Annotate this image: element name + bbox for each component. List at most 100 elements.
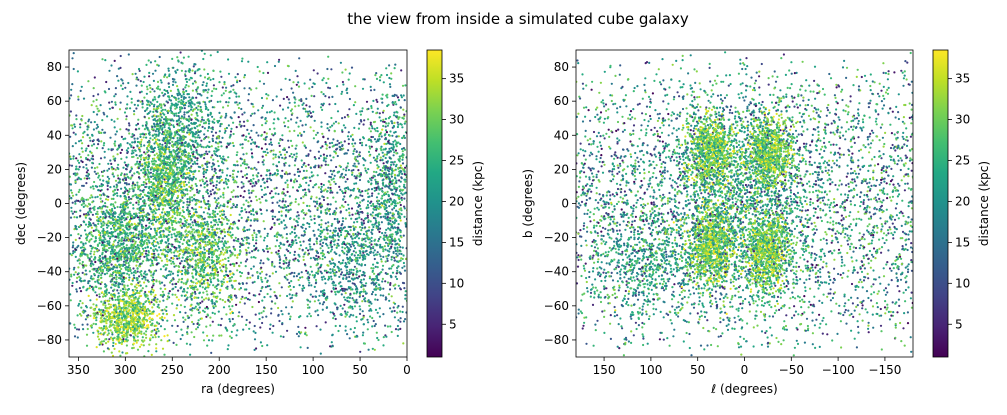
scatter-point xyxy=(347,286,350,289)
scatter-point xyxy=(158,139,161,142)
scatter-point xyxy=(229,198,232,201)
scatter-point xyxy=(302,107,305,110)
scatter-point xyxy=(375,288,378,291)
scatter-point xyxy=(246,241,249,244)
scatter-point xyxy=(141,277,144,280)
scatter-point xyxy=(399,317,402,320)
scatter-point xyxy=(167,292,170,295)
scatter-point xyxy=(243,236,246,239)
scatter-point xyxy=(266,151,269,154)
scatter-point xyxy=(343,195,346,198)
scatter-point xyxy=(257,145,260,149)
scatter-point xyxy=(337,267,340,270)
scatter-point xyxy=(179,93,182,96)
scatter-point xyxy=(309,245,312,248)
scatter-point xyxy=(243,76,246,79)
scatter-point xyxy=(187,115,190,118)
scatter-point xyxy=(265,174,268,177)
scatter-point xyxy=(70,88,73,91)
scatter-point xyxy=(318,294,321,297)
scatter-point xyxy=(289,208,292,211)
scatter-point xyxy=(250,148,253,151)
scatter-point xyxy=(340,271,344,274)
scatter-point xyxy=(106,240,109,243)
scatter-point xyxy=(131,155,134,159)
scatter-point xyxy=(136,157,139,160)
scatter-point xyxy=(296,168,300,171)
scatter-point xyxy=(281,156,284,159)
scatter-point xyxy=(374,308,378,311)
scatter-point xyxy=(344,200,347,204)
scatter-point xyxy=(131,223,134,226)
scatter-point xyxy=(312,69,315,72)
scatter-point xyxy=(206,129,209,132)
scatter-point xyxy=(270,179,273,182)
scatter-point xyxy=(153,157,156,160)
scatter-point xyxy=(205,177,208,180)
scatter-point xyxy=(343,116,346,119)
scatter-point xyxy=(105,80,108,84)
scatter-point xyxy=(296,189,299,192)
scatter-point xyxy=(86,175,89,178)
scatter-point xyxy=(293,253,296,256)
scatter-point xyxy=(188,124,191,127)
scatter-point xyxy=(309,300,312,303)
scatter-point xyxy=(398,172,401,175)
scatter-point xyxy=(171,181,174,184)
scatter-point xyxy=(114,140,117,143)
scatter-point xyxy=(379,159,382,162)
scatter-point xyxy=(218,262,221,266)
scatter-point xyxy=(348,262,351,265)
scatter-point xyxy=(96,107,99,110)
scatter-point xyxy=(224,215,227,219)
scatter-point xyxy=(329,311,332,314)
scatter-point xyxy=(210,293,213,296)
scatter-point xyxy=(167,242,170,245)
scatter-point xyxy=(209,190,212,193)
scatter-point xyxy=(400,252,403,256)
scatter-point xyxy=(218,291,221,294)
scatter-point xyxy=(191,307,194,310)
scatter-point xyxy=(184,236,187,239)
scatter-point xyxy=(93,250,96,253)
scatter-point xyxy=(144,252,147,255)
scatter-point xyxy=(206,279,210,282)
scatter-point xyxy=(328,213,332,216)
scatter-point xyxy=(174,199,177,202)
scatter-point xyxy=(150,253,153,256)
scatter-point xyxy=(114,103,117,106)
scatter-point xyxy=(108,275,111,278)
scatter-point xyxy=(227,344,230,347)
scatter-point xyxy=(86,169,89,172)
scatter-point xyxy=(102,295,105,298)
scatter-point xyxy=(95,298,98,301)
scatter-point xyxy=(129,212,132,215)
scatter-point xyxy=(119,143,122,146)
scatter-point xyxy=(288,78,291,81)
scatter-point xyxy=(326,190,329,193)
scatter-point xyxy=(361,190,364,193)
scatter-point xyxy=(219,298,222,301)
scatter-point xyxy=(385,228,388,231)
scatter-point xyxy=(290,87,293,90)
scatter-point xyxy=(143,272,146,275)
scatter-point xyxy=(247,132,250,135)
scatter-point xyxy=(136,99,139,102)
scatter-point xyxy=(138,331,141,334)
scatter-points xyxy=(69,50,424,357)
scatter-point xyxy=(258,197,261,201)
scatter-point xyxy=(71,145,74,148)
scatter-point xyxy=(151,306,154,309)
scatter-point xyxy=(163,316,166,319)
scatter-point xyxy=(90,238,93,241)
scatter-point xyxy=(194,211,197,214)
scatter-point xyxy=(177,280,180,283)
scatter-point xyxy=(257,300,260,304)
scatter-point xyxy=(422,186,424,188)
scatter-point xyxy=(162,155,165,158)
scatter-point xyxy=(303,233,306,236)
scatter-point xyxy=(381,277,384,280)
scatter-point xyxy=(154,174,157,177)
scatter-point xyxy=(188,230,191,233)
scatter-point xyxy=(393,173,396,176)
